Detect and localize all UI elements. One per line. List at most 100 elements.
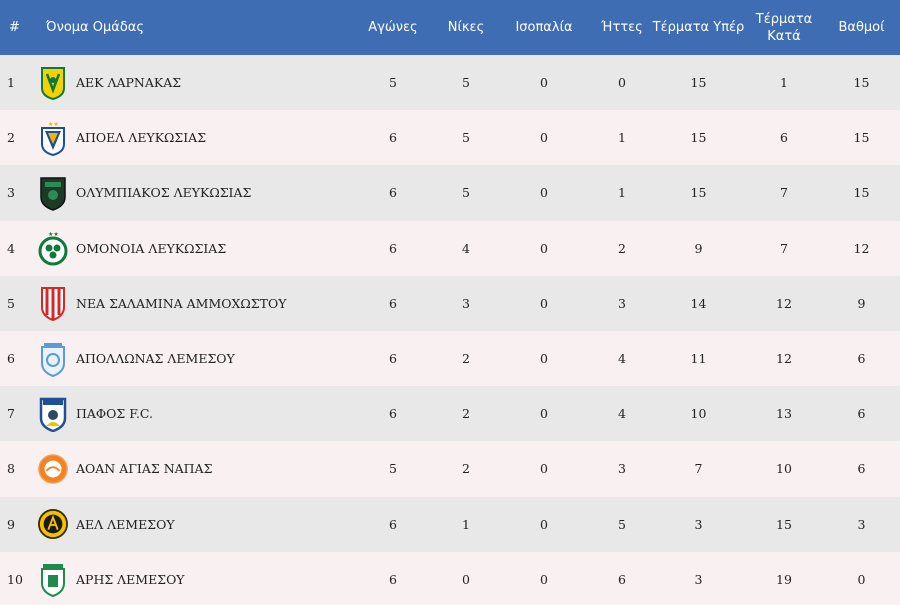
table-row: 4 ★★ ΟΜΟΝΟΙΑ ΛΕΥΚΩΣΙΑΣ 6 <box>0 220 900 276</box>
losses-cell: 1 <box>618 185 626 201</box>
played-cell: 6 <box>389 185 397 201</box>
points-cell: 6 <box>857 351 866 367</box>
goals-for-cell: 15 <box>690 75 707 91</box>
losses-cell: 1 <box>618 130 626 146</box>
ael-logo-icon <box>38 504 68 544</box>
wins-cell: 5 <box>462 75 470 91</box>
goals-against-cell: 10 <box>776 461 792 477</box>
points-cell: 6 <box>857 461 866 477</box>
goals-against-cell: 19 <box>776 571 792 587</box>
team-name: ΟΛΥΜΠΙΑΚΟΣ ΛΕΥΚΩΣΙΑΣ <box>76 185 252 201</box>
team-cell: ★★ ΑΠΟΕΛ ΛΕΥΚΩΣΙΑΣ <box>38 110 350 165</box>
team-cell: ★★ ΟΜΟΝΟΙΑ ΛΕΥΚΩΣΙΑΣ <box>38 221 350 276</box>
wins-cell: 1 <box>462 516 470 532</box>
losses-cell: 3 <box>618 461 626 477</box>
wins-cell: 0 <box>462 571 470 587</box>
goals-against-cell: 13 <box>776 406 792 422</box>
table-row: 7 ΠΑΦΟΣ F.C. 6 2 0 4 <box>0 386 900 442</box>
team-name: ΑΠΟΛΛΩΝΑΣ ΛΕΜΕΣΟΥ <box>76 351 235 367</box>
nea-salamis-logo-icon <box>38 283 68 323</box>
omonia-logo-icon: ★★ <box>38 228 68 268</box>
played-cell: 6 <box>389 240 397 256</box>
draws-cell: 0 <box>540 516 548 532</box>
draws-cell: 0 <box>540 130 548 146</box>
header-team-name: Όνομα Ομάδας <box>46 20 144 35</box>
draws-cell: 0 <box>540 406 548 422</box>
played-cell: 6 <box>389 130 397 146</box>
team-cell: ΑΠΟΛΛΩΝΑΣ ΛΕΜΕΣΟΥ <box>38 331 350 386</box>
wins-cell: 2 <box>462 351 470 367</box>
aoan-agia-napa-logo-icon <box>38 449 68 489</box>
losses-cell: 5 <box>618 516 626 532</box>
team-cell: ΟΛΥΜΠΙΑΚΟΣ ΛΕΥΚΩΣΙΑΣ <box>38 165 350 220</box>
team-name: ΑΕΛ ΛΕΜΕΣΟΥ <box>76 516 175 532</box>
table-row: 1 ΑΕΚ ΛΑΡΝΑΚΑΣ 5 5 0 0 15 1 <box>0 55 900 111</box>
wins-cell: 5 <box>462 130 470 146</box>
goals-against-cell: 15 <box>776 516 792 532</box>
goals-against-cell: 7 <box>780 240 788 256</box>
table-row: 6 ΑΠΟΛΛΩΝΑΣ ΛΕΜΕΣΟΥ 6 2 0 4 11 <box>0 330 900 387</box>
draws-cell: 0 <box>540 351 548 367</box>
points-cell: 15 <box>853 75 870 91</box>
team-name: ΝΕΑ ΣΑΛΑΜΙΝΑ ΑΜΜΟΧΩΣΤΟΥ <box>76 295 287 311</box>
goals-against-cell: 7 <box>780 185 788 201</box>
team-cell: ΑΕΛ ΛΕΜΕΣΟΥ <box>38 497 350 552</box>
played-cell: 6 <box>389 406 397 422</box>
apoel-logo-icon: ★★ <box>38 118 68 158</box>
table-row: 8 ΑΟΑΝ ΑΓΙΑΣ ΝΑΠΑΣ 5 2 0 3 7 <box>0 441 900 497</box>
wins-cell: 3 <box>462 295 470 311</box>
goals-against-cell: 12 <box>776 351 792 367</box>
losses-cell: 4 <box>618 351 626 367</box>
rank-cell: 6 <box>7 351 15 367</box>
goals-for-cell: 15 <box>690 130 707 146</box>
team-name: ΑΟΑΝ ΑΓΙΑΣ ΝΑΠΑΣ <box>76 461 213 477</box>
svg-text:★★: ★★ <box>48 121 59 128</box>
goals-against-cell: 12 <box>776 295 792 311</box>
points-cell: 12 <box>853 240 870 256</box>
losses-cell: 0 <box>618 75 626 91</box>
goals-against-cell: 1 <box>780 75 788 91</box>
rank-cell: 9 <box>7 516 15 532</box>
rank-cell: 1 <box>7 75 15 91</box>
wins-cell: 2 <box>462 461 470 477</box>
team-cell: ΠΑΦΟΣ F.C. <box>38 386 350 441</box>
table-row: 10 ΑΡΗΣ ΛΕΜΕΣΟΥ 6 0 0 6 3 19 <box>0 551 900 605</box>
wins-cell: 4 <box>462 240 470 256</box>
rank-cell: 7 <box>7 406 15 422</box>
wins-cell: 5 <box>462 185 470 201</box>
aris-logo-icon <box>38 559 68 599</box>
table-row: 9 ΑΕΛ ΛΕΜΕΣΟΥ 6 1 0 5 3 15 <box>0 496 900 552</box>
goals-against-cell: 6 <box>780 130 788 146</box>
header-goals-for: Τέρματα Υπέρ <box>652 20 745 35</box>
points-cell: 6 <box>857 406 866 422</box>
goals-for-cell: 15 <box>690 185 707 201</box>
header-goals-against: Τέρματα Κατά <box>755 11 813 44</box>
goals-for-cell: 14 <box>690 295 707 311</box>
goals-for-cell: 3 <box>694 516 703 532</box>
apollon-logo-icon <box>38 339 68 379</box>
points-cell: 9 <box>857 295 866 311</box>
losses-cell: 3 <box>618 295 626 311</box>
pafos-logo-icon <box>38 394 68 434</box>
draws-cell: 0 <box>540 571 548 587</box>
rank-cell: 4 <box>7 240 15 256</box>
team-cell: ΑΡΗΣ ΛΕΜΕΣΟΥ <box>38 552 350 605</box>
rank-cell: 2 <box>7 130 15 146</box>
header-draws: Ισοπαλία <box>515 20 573 35</box>
losses-cell: 2 <box>618 240 626 256</box>
team-cell: ΑΟΑΝ ΑΓΙΑΣ ΝΑΠΑΣ <box>38 441 350 496</box>
losses-cell: 6 <box>618 571 626 587</box>
played-cell: 5 <box>389 75 397 91</box>
played-cell: 6 <box>389 516 397 532</box>
points-cell: 15 <box>853 185 870 201</box>
played-cell: 6 <box>389 295 397 311</box>
points-cell: 15 <box>853 130 870 146</box>
goals-for-cell: 11 <box>690 351 707 367</box>
header-wins: Νίκες <box>447 20 485 35</box>
played-cell: 6 <box>389 571 397 587</box>
aek-larnaca-logo-icon <box>38 63 68 103</box>
draws-cell: 0 <box>540 75 548 91</box>
team-name: ΑΕΚ ΛΑΡΝΑΚΑΣ <box>76 75 182 91</box>
rank-cell: 3 <box>7 185 15 201</box>
